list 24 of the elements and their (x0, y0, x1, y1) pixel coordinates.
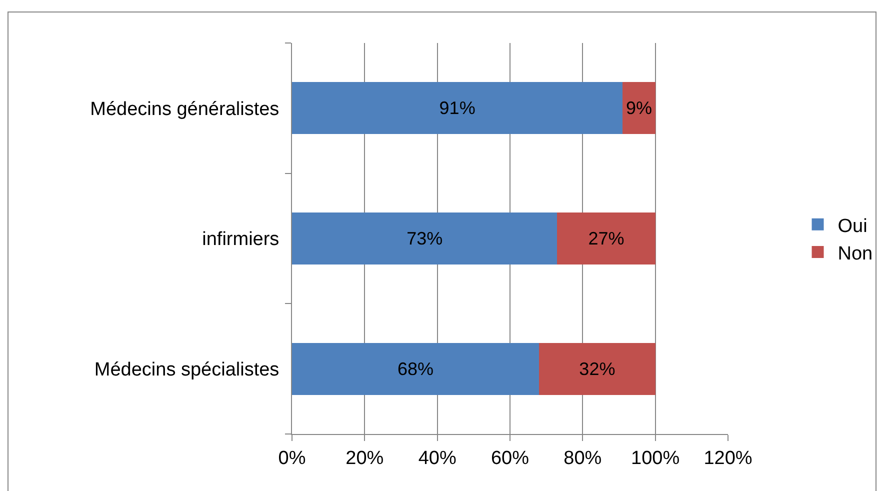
bar (622, 82, 656, 134)
bar (539, 342, 656, 395)
y-tick-label: Médecins spécialistes (94, 359, 280, 380)
y-tick-label: Médecins généralistes (90, 98, 280, 120)
data-label: 73% (406, 228, 443, 248)
data-label: 9% (626, 98, 652, 118)
x-tick-label: 60% (490, 448, 530, 469)
data-label: 68% (398, 358, 434, 379)
x-tick-label: 100% (631, 448, 680, 469)
x-tick-label: 20% (346, 448, 384, 469)
x-tick-label: 80% (564, 448, 602, 469)
x-tick-label: 120% (704, 448, 752, 469)
bar (292, 342, 540, 395)
x-tick-label: 0% (278, 448, 306, 469)
legend-label: Oui (838, 216, 868, 237)
bar (292, 212, 558, 265)
x-tick-label: 40% (418, 448, 456, 469)
y-tick-label: infirmiers (202, 229, 280, 250)
data-label: 27% (588, 228, 624, 248)
bar (292, 82, 623, 134)
data-label: 91% (439, 98, 476, 118)
legend-label: Non (838, 243, 873, 264)
bar (557, 212, 656, 265)
data-label: 32% (579, 358, 616, 379)
